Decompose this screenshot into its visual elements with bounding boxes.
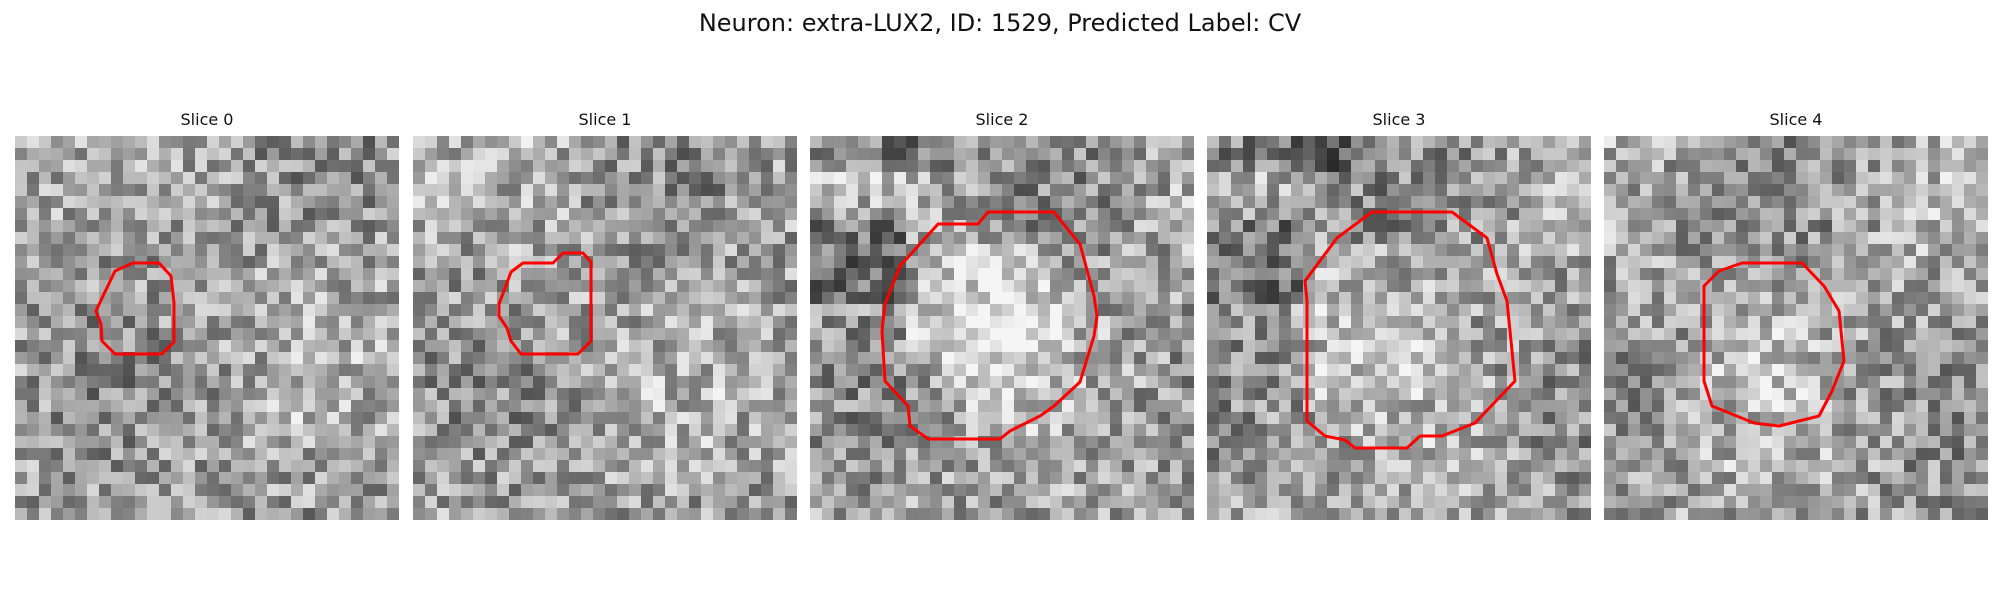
grayscale-image-1 [413,136,797,520]
roi-contour-overlay-1 [497,251,593,356]
roi-contour-4 [1702,261,1846,428]
slice-title-3: Slice 3 [1372,110,1426,129]
roi-contour-3 [1303,210,1517,450]
grayscale-image-3 [1207,136,1591,520]
grayscale-image-0 [15,136,399,520]
slice-panel-3: Slice 3 [1207,110,1591,520]
slice-title-1: Slice 1 [578,110,632,129]
roi-contour-overlay-3 [1303,210,1517,450]
slice-panel-0: Slice 0 [15,110,399,520]
figure-title: Neuron: extra-LUX2, ID: 1529, Predicted … [698,9,1302,37]
grayscale-image-4 [1604,136,1988,520]
slice-image-0 [15,136,399,520]
slice-image-3 [1207,136,1591,520]
roi-contour-overlay-2 [880,210,1099,441]
slice-title-0: Slice 0 [180,110,234,129]
slice-image-4 [1604,136,1988,520]
slice-panel-1: Slice 1 [413,110,797,520]
roi-contour-1 [497,251,593,356]
slice-image-1 [413,136,797,520]
roi-contour-overlay-4 [1702,261,1846,428]
slice-panel-2: Slice 2 [810,110,1194,520]
slice-image-2 [810,136,1194,520]
roi-contour-0 [94,261,176,356]
roi-contour-overlay-0 [94,261,176,356]
roi-contour-2 [880,210,1099,441]
slice-panel-4: Slice 4 [1604,110,1988,520]
grayscale-image-2 [810,136,1194,520]
slice-title-2: Slice 2 [975,110,1029,129]
slice-title-4: Slice 4 [1769,110,1823,129]
